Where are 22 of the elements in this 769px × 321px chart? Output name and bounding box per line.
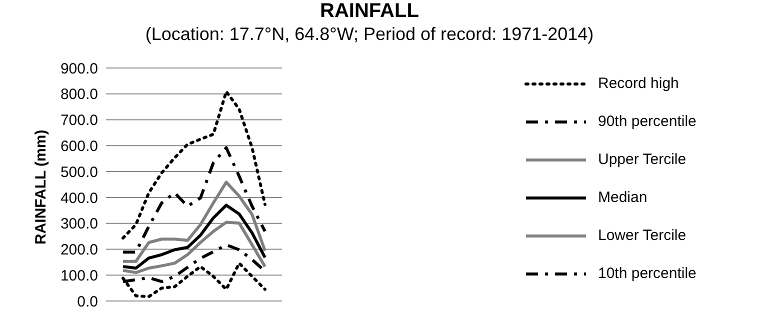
y-tick-label: 0.0 xyxy=(77,293,98,310)
y-tick-label: 400.0 xyxy=(60,190,98,207)
line-series xyxy=(122,146,266,254)
y-tick-label: 100.0 xyxy=(60,267,98,284)
y-tick-label: 800.0 xyxy=(60,86,98,104)
legend-label: Lower Tercile xyxy=(598,227,686,244)
y-tick-label: 300.0 xyxy=(60,216,98,233)
y-tick-label: 600.0 xyxy=(60,138,98,155)
legend-label: Median xyxy=(598,189,648,206)
line-series xyxy=(122,90,266,240)
y-tick-label: 700.0 xyxy=(60,112,98,130)
line-series xyxy=(122,204,266,270)
y-tick-label: 200.0 xyxy=(60,242,98,259)
text: (Location: 17.7°N, 64.8°W; Period of record: 1971-2014) xyxy=(144,23,595,46)
text: RAINFALL xyxy=(319,0,420,22)
legend-label: 10th percentile xyxy=(598,265,696,282)
legend-label: Upper Tercile xyxy=(598,151,686,168)
y-axis-title: RAINFALL (mm) xyxy=(32,130,50,244)
legend-label: Record high xyxy=(598,75,679,92)
y-tick-label: 500.0 xyxy=(60,164,98,181)
y-tick-label: 900.0 xyxy=(60,60,98,78)
legend-label: 90th percentile xyxy=(598,113,696,130)
